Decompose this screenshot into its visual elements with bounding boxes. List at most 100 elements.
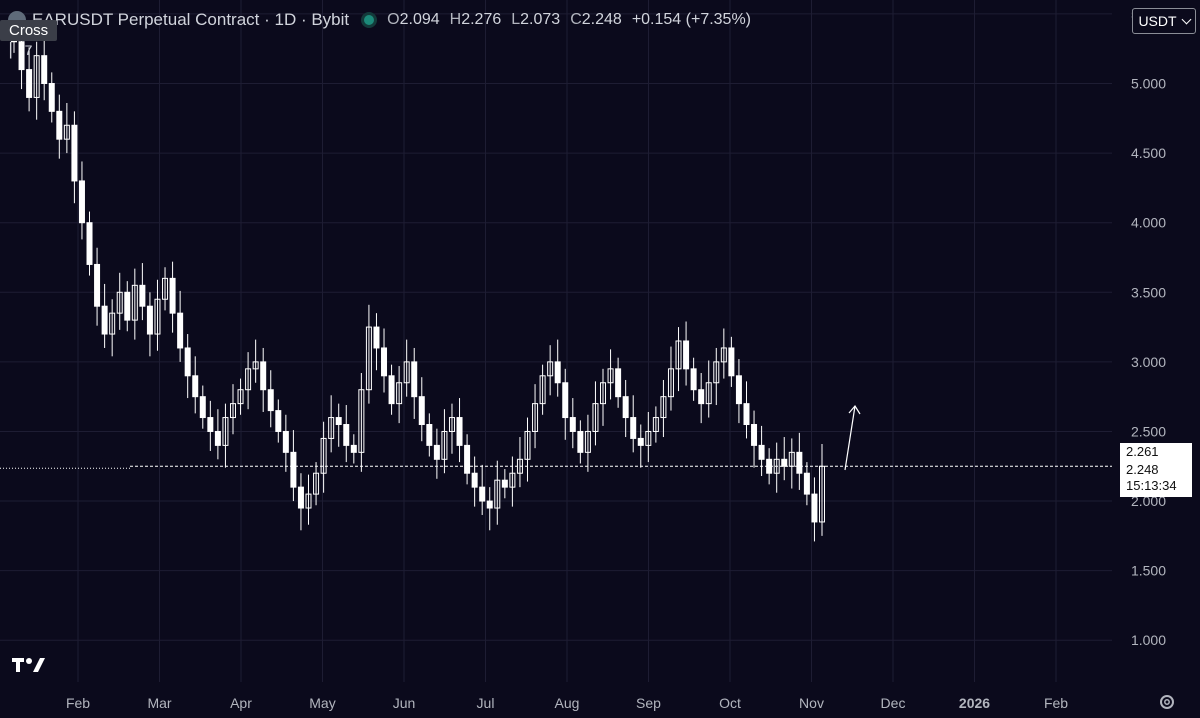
candle-body <box>630 417 637 439</box>
x-tick-label: Oct <box>719 695 741 711</box>
x-tick-label: Mar <box>147 695 171 711</box>
candle-body <box>713 361 720 384</box>
candle-body <box>645 430 652 446</box>
currency-selector[interactable]: USDT <box>1132 8 1196 34</box>
candle-body <box>411 361 418 398</box>
open-value: 2.094 <box>399 11 440 28</box>
candle-body <box>343 424 350 446</box>
candle-body <box>48 83 55 112</box>
candle-body <box>441 430 448 460</box>
low-label: L <box>511 11 521 28</box>
price-axis: 1.000 1.500 2.000 2.500 3.000 3.500 4.000 4.500… <box>1131 6 1166 648</box>
projection-arrow <box>844 404 861 471</box>
crosshair-mode-badge[interactable]: Cross <box>0 20 58 41</box>
candle-body <box>751 424 758 446</box>
candle-body <box>592 403 599 432</box>
candle-body <box>735 375 742 405</box>
candle-body <box>486 500 493 509</box>
candle-body <box>811 493 818 523</box>
candle-body <box>494 479 501 509</box>
candle-body <box>388 375 395 405</box>
candle-body <box>26 69 33 98</box>
x-tick-label: Nov <box>799 695 824 711</box>
candle-body <box>683 340 690 370</box>
candle-body <box>222 417 229 446</box>
candle-body <box>652 417 659 432</box>
candle-body <box>154 298 161 335</box>
candle-body <box>290 451 297 488</box>
arrow-shaft <box>844 405 856 471</box>
y-tick-label: 3.500 <box>1131 284 1166 300</box>
candle-body <box>177 312 184 349</box>
candle-body <box>184 347 191 377</box>
x-tick-label: Jun <box>393 695 416 711</box>
y-tick-label: 2.500 <box>1131 423 1166 439</box>
candle-body <box>554 361 561 384</box>
candle-body <box>637 437 644 446</box>
time-axis: Feb Mar Apr May Jun Jul Aug Sep Oct Nov Dec 2026 Feb <box>66 695 1068 711</box>
candle-body <box>335 417 342 426</box>
candle-body <box>660 396 667 419</box>
high-label: H <box>449 11 462 28</box>
candle-body <box>282 430 289 453</box>
change-value: +0.154 (+7.35%) <box>631 11 752 28</box>
candle-body <box>252 361 259 370</box>
arrow-head <box>848 404 861 415</box>
indicator-count-value: 7 <box>24 42 33 58</box>
y-tick-label: 1.500 <box>1131 563 1166 579</box>
x-tick-label: May <box>309 695 335 711</box>
candle-body <box>615 368 622 398</box>
tradingview-logo-icon[interactable] <box>12 654 48 676</box>
candle-body <box>373 326 380 349</box>
open-label: O <box>387 11 400 28</box>
market-status-icon[interactable] <box>361 12 378 28</box>
candle-body <box>433 444 440 460</box>
gear-icon[interactable] <box>1158 693 1176 711</box>
candle-body <box>267 389 274 412</box>
candle-body <box>773 458 780 474</box>
candle-body <box>33 55 40 98</box>
chart-grid <box>0 0 1112 682</box>
x-tick-label: Feb <box>1044 695 1068 711</box>
candle-body <box>569 417 576 432</box>
x-tick-label: 2026 <box>959 695 990 711</box>
candle-body <box>607 368 614 384</box>
symbol-title[interactable]: EARUSDT Perpetual Contract · 1D · Bybit <box>32 10 350 29</box>
candle-body <box>781 458 788 467</box>
indicator-count[interactable]: ▏ 7 <box>10 42 32 59</box>
candle-body <box>803 472 810 495</box>
candle-body <box>509 472 516 488</box>
candle-body <box>471 472 478 488</box>
y-tick-label: 1.000 <box>1131 632 1166 648</box>
candle-body <box>728 347 735 377</box>
candle-body <box>260 361 267 391</box>
candle-body <box>109 312 116 335</box>
candle-body <box>501 479 508 488</box>
candle-body <box>328 417 335 439</box>
candle-body <box>532 403 539 432</box>
candle-body <box>464 444 471 474</box>
candle-body <box>403 361 410 384</box>
candle-body <box>720 347 727 363</box>
candle-body <box>479 486 486 502</box>
candle-body <box>358 389 365 453</box>
candle-body <box>207 417 214 432</box>
candle-body <box>600 382 607 405</box>
chevron-down-icon <box>1181 14 1192 24</box>
candle-body <box>743 403 750 426</box>
close-label: C <box>570 11 582 28</box>
candle-body <box>705 382 712 405</box>
bar-countdown: 15:13:34 <box>1126 478 1177 493</box>
x-tick-label: Sep <box>636 695 661 711</box>
candlestick-series <box>11 23 825 542</box>
candle-body <box>86 222 93 265</box>
candle-body <box>698 389 705 405</box>
candle-body <box>320 437 327 474</box>
y-tick-label: 5.000 <box>1131 76 1166 92</box>
candle-body <box>667 368 674 398</box>
candle-body <box>365 326 372 391</box>
candle-body <box>547 361 554 377</box>
candle-body <box>381 347 388 377</box>
candle-body <box>539 375 546 405</box>
